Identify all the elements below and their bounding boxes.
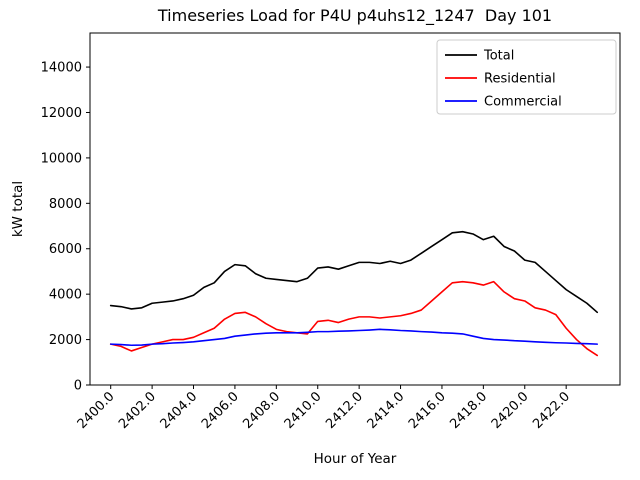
y-axis-ticks: 0 2000 4000 6000 8000 10000 12000 14000 [41,61,90,394]
legend-label-commercial: Commercial [484,95,562,110]
y-tick-label: 4000 [49,288,82,303]
series-line-commercial [109,328,599,347]
y-tick-label: 6000 [49,242,82,257]
series-line-residential [109,280,599,357]
y-tick-label: 8000 [49,197,82,212]
y-tick-label: 10000 [41,151,82,166]
y-tick-label: 12000 [41,106,82,121]
y-tick-label: 14000 [41,61,82,76]
legend-label-residential: Residential [484,72,556,87]
chart-title: Timeseries Load for P4U p4uhs12_1247 Day… [157,6,552,26]
legend-box [436,39,617,115]
legend: Total Residential Commercial [436,39,617,115]
legend-label-total: Total [483,49,514,64]
y-axis-label: kW total [10,181,26,237]
x-axis-label: Hour of Year [314,451,397,467]
y-tick-label: 0 [74,379,82,394]
series-lines [109,230,599,357]
series-line-total [109,230,599,314]
y-tick-label: 2000 [49,333,82,348]
